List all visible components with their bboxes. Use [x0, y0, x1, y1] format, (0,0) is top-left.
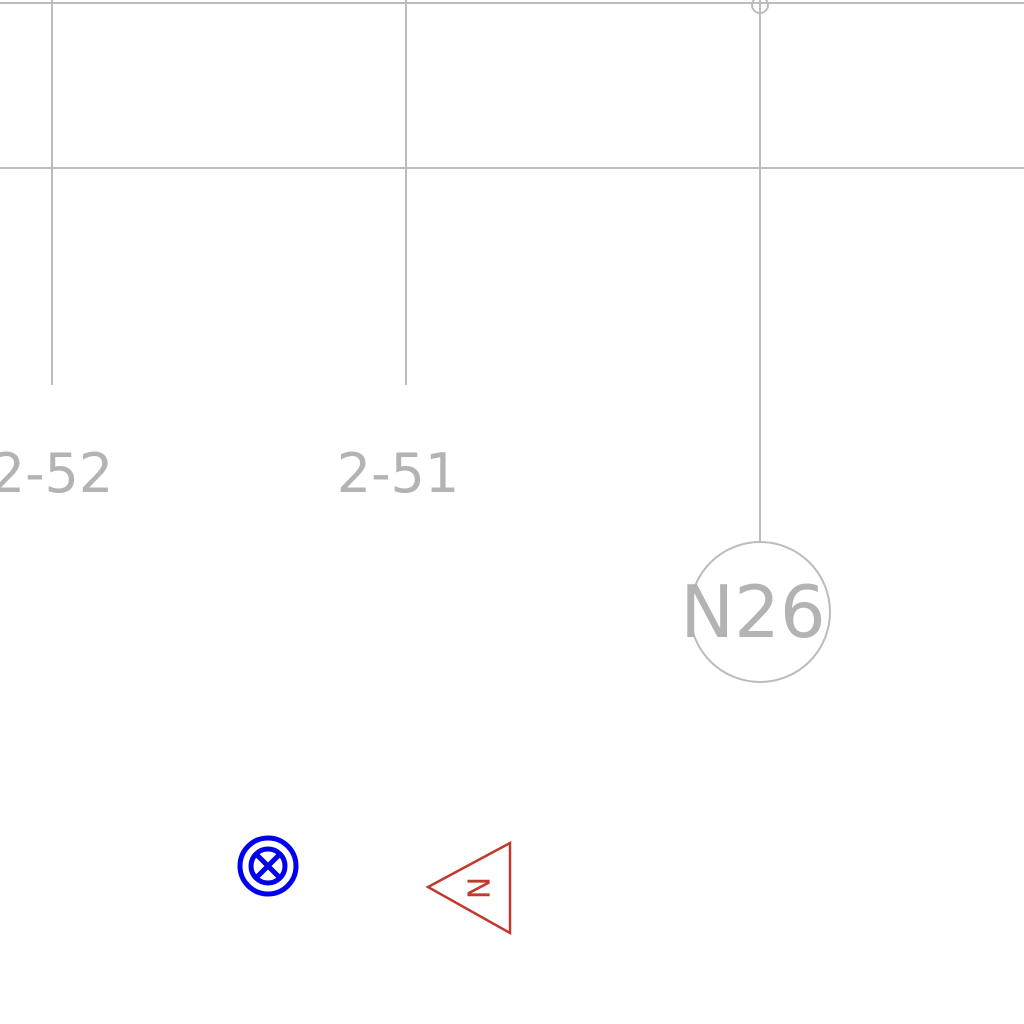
north-arrow-icon[interactable]: N [425, 840, 512, 936]
grid-label-2-51: 2-51 [337, 442, 460, 505]
grid-bubble-label: N26 [680, 570, 825, 654]
grid-bubble-n26 [689, 541, 831, 683]
grid-node-marker [751, 0, 769, 14]
crossed-circle-icon[interactable] [237, 835, 299, 897]
grid-label-2-52: 2-52 [0, 442, 113, 505]
north-arrow-letter: N [460, 877, 495, 899]
